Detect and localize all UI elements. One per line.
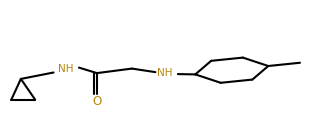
Text: NH: NH: [57, 64, 73, 74]
Text: O: O: [92, 95, 102, 108]
Text: NH: NH: [157, 68, 173, 78]
